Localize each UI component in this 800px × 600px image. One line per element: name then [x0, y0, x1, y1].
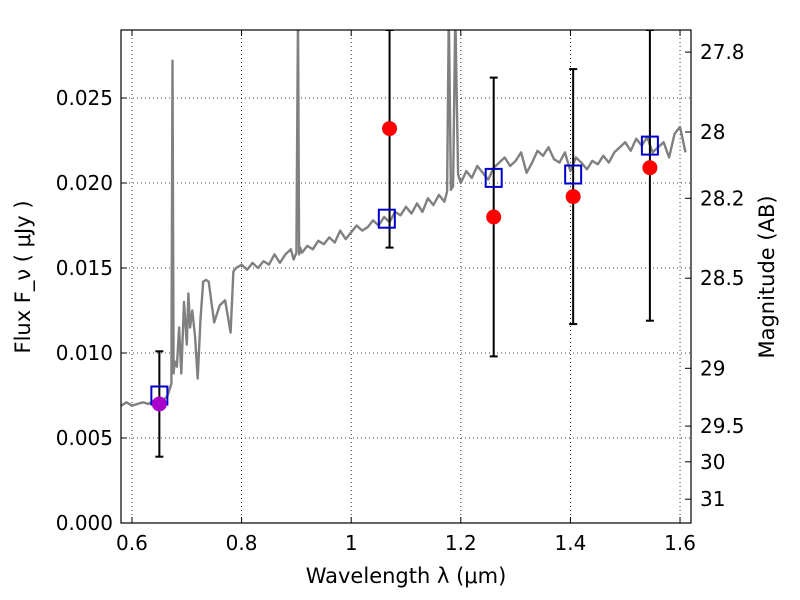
right-tick-label: 28.5: [700, 266, 745, 290]
right-tick-label: 30: [700, 450, 725, 474]
ticks: [121, 30, 691, 524]
x-tick-label: 1.4: [555, 531, 587, 555]
x-tick-label: 0.6: [116, 531, 148, 555]
model-flux-marker: [377, 208, 396, 229]
y-tick-label: 0.025: [56, 86, 113, 110]
observed-flux-point: [382, 121, 398, 137]
y-tick-label: 0.005: [56, 426, 113, 450]
x-tick-label: 0.8: [226, 531, 258, 555]
model-flux-marker: [564, 164, 583, 185]
observed-flux-point: [486, 209, 502, 225]
x-tick-label: 1.6: [664, 531, 696, 555]
x-tick-label: 1: [345, 531, 358, 555]
right-tick-label: 28.2: [700, 186, 745, 210]
observed-flux-point: [642, 160, 658, 176]
template-spectrum-line: [121, 30, 687, 407]
right-tick-label: 29.5: [700, 414, 745, 438]
right-tick-label: 28: [700, 120, 725, 144]
y-tick-label: 0.015: [56, 256, 113, 280]
x-axis-title: Wavelength λ (μm): [306, 564, 507, 588]
model-flux-marker: [484, 167, 503, 188]
x-tick-label: 1.2: [445, 531, 477, 555]
model-flux-marker: [640, 135, 659, 156]
y-axis-title: Flux F_ν ( μJy ): [11, 200, 36, 353]
y-tick-label: 0.010: [56, 341, 113, 365]
right-tick-label: 29: [700, 356, 725, 380]
tick-labels: 0.6 0.8 1 1.2 1.4 1.6 0.000 0.005 0.010 0.015 0.02…: [56, 40, 745, 555]
right-tick-label: 27.8: [700, 40, 745, 64]
observed-flux-point: [151, 396, 167, 412]
y-tick-label: 0.020: [56, 171, 113, 195]
right-axis-title: Magnitude (AB): [755, 195, 779, 358]
right-tick-label: 31: [700, 487, 725, 511]
markers: [150, 121, 659, 412]
observed-flux-point: [565, 189, 581, 205]
data-layer: [121, 30, 687, 407]
y-tick-label: 0.000: [56, 511, 113, 535]
plot-background: [121, 30, 691, 523]
plot-frame: [120, 29, 692, 524]
